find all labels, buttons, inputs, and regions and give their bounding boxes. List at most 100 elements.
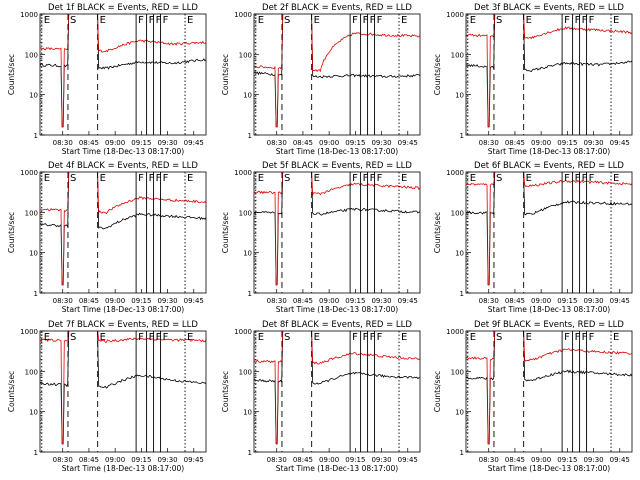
event-marker-label: E [100,332,106,343]
x-tick-label: 09:00 [531,456,551,464]
event-marker-label: F [377,332,383,343]
event-marker-label: F [582,15,588,26]
event-marker-label: E [100,173,106,184]
x-tick-label: 09:00 [105,297,125,305]
chart-title: Det 4f BLACK = Events, RED = LLD [48,161,198,171]
series-line-events [254,331,420,445]
x-tick-label: 09:00 [319,297,339,305]
x-tick-label: 09:15 [131,456,151,464]
event-marker-label: F [156,15,162,26]
series-line-lld [40,172,206,286]
event-marker-label: E [526,173,532,184]
event-marker-label: F [149,173,155,184]
y-tick-label: 10 [29,409,38,417]
series-line-lld [40,331,206,445]
chart-panel-3: Det 3f BLACK = Events, RED = LLD 1 10 100 10… [433,3,633,156]
event-marker-label: E [44,173,50,184]
event-marker-label: F [575,332,581,343]
x-tick-label: 09:15 [557,139,577,147]
x-tick-label: 08:45 [293,139,313,147]
plot-frame [39,171,207,294]
event-marker-label: E [613,15,619,26]
plot-frame [253,330,421,453]
event-marker-label: F [149,15,155,26]
event-marker-label: F [589,332,595,343]
event-marker-label: F [582,173,588,184]
y-tick-label: 1000 [446,328,464,336]
y-tick-label: 10 [455,409,464,417]
x-tick-label: 09:30 [371,297,391,305]
y-tick-label: 1000 [446,169,464,177]
chart-title: Det 7f BLACK = Events, RED = LLD [48,320,198,330]
event-marker-label: E [100,15,106,26]
event-marker-label: E [470,332,476,343]
x-axis-label: Start Time (18-Dec-13 08:17:00) [488,305,610,314]
y-tick-label: 10 [29,250,38,258]
y-tick-label: 100 [239,51,252,59]
chart-title: Det 9f BLACK = Events, RED = LLD [474,320,624,330]
y-axis-label: Counts/sec [221,54,230,95]
event-marker-label: F [149,332,155,343]
series-line-events [466,331,632,445]
event-marker-label: F [370,173,376,184]
series-line-lld [254,14,420,128]
chart-panel-1: Det 1f BLACK = Events, RED = LLD 1 10 100 10… [7,3,207,156]
x-tick-label: 08:30 [53,456,73,464]
event-marker-label: F [564,173,570,184]
y-tick-label: 100 [451,368,464,376]
y-axis-label: Counts/sec [221,212,230,253]
y-tick-label: 1 [248,132,252,140]
event-marker-label: F [138,332,144,343]
event-marker-label: E [470,173,476,184]
y-tick-label: 10 [29,92,38,100]
x-tick-label: 08:30 [267,139,287,147]
event-marker-label: F [352,173,358,184]
event-marker-label: E [613,332,619,343]
y-tick-label: 1000 [20,169,38,177]
event-marker-label: E [401,173,407,184]
event-marker-label: E [401,15,407,26]
event-marker-label: F [370,332,376,343]
event-marker-label: F [363,332,369,343]
y-tick-label: 1000 [20,328,38,336]
series-line-lld [254,331,420,445]
x-tick-label: 08:45 [505,456,525,464]
y-axis-label: Counts/sec [7,54,16,95]
y-tick-label: 10 [455,92,464,100]
event-marker-label: S [284,332,290,343]
event-marker-label: E [470,15,476,26]
x-tick-label: 08:30 [53,139,73,147]
chart-panel-9: Det 9f BLACK = Events, RED = LLD 1 10 100 10… [433,320,633,473]
event-marker-label: S [284,173,290,184]
event-marker-label: F [370,15,376,26]
x-axis-label: Start Time (18-Dec-13 08:17:00) [276,464,398,473]
x-tick-label: 09:30 [157,139,177,147]
y-tick-label: 100 [239,209,252,217]
y-tick-label: 100 [25,368,38,376]
x-tick-label: 08:30 [479,139,499,147]
x-tick-label: 08:45 [79,456,99,464]
event-marker-label: F [352,15,358,26]
plot-frame [465,13,633,136]
x-tick-label: 09:00 [105,456,125,464]
series-line-events [40,14,206,128]
x-tick-label: 09:45 [610,456,630,464]
chart-title: Det 1f BLACK = Events, RED = LLD [48,3,198,13]
event-marker-label: F [589,173,595,184]
x-axis-label: Start Time (18-Dec-13 08:17:00) [62,464,184,473]
x-tick-label: 09:15 [131,297,151,305]
y-tick-label: 100 [25,51,38,59]
y-tick-label: 1 [248,449,252,457]
x-tick-label: 09:15 [345,297,365,305]
event-marker-label: F [163,15,169,26]
event-marker-label: E [187,15,193,26]
y-tick-label: 10 [243,92,252,100]
x-tick-label: 08:30 [53,297,73,305]
y-tick-label: 1 [460,132,464,140]
event-marker-label: F [564,332,570,343]
y-tick-label: 1 [34,449,38,457]
chart-title: Det 2f BLACK = Events, RED = LLD [262,3,412,13]
plot-frame [253,13,421,136]
